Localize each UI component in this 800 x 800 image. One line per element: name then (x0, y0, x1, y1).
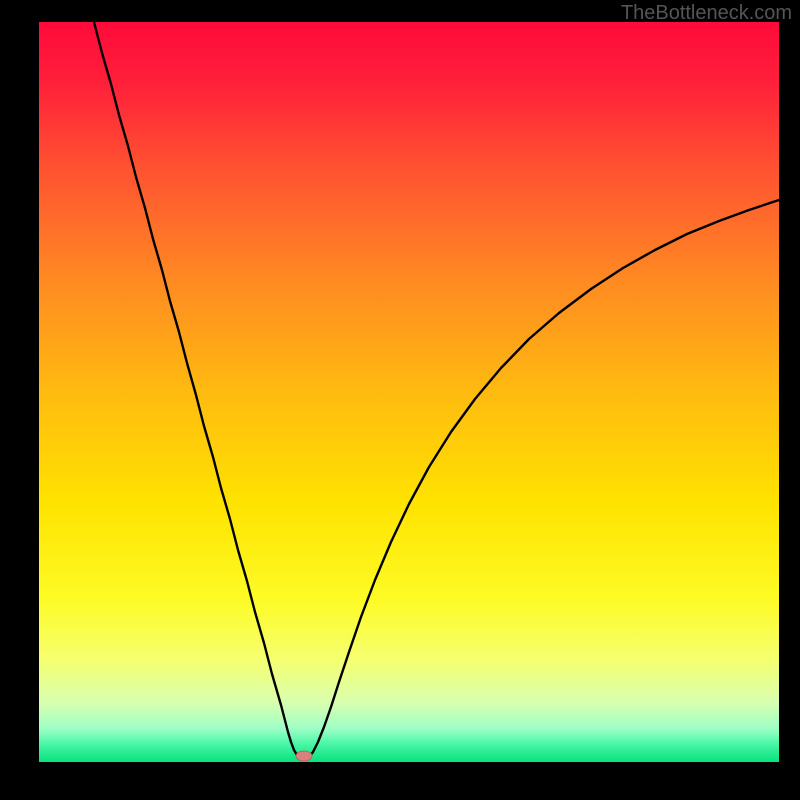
bottleneck-curve (94, 22, 779, 760)
chart-container: TheBottleneck.com (0, 0, 800, 800)
plot-area (39, 22, 779, 762)
minimum-marker (296, 751, 312, 761)
watermark-text: TheBottleneck.com (621, 2, 792, 25)
curve-layer (39, 22, 779, 762)
